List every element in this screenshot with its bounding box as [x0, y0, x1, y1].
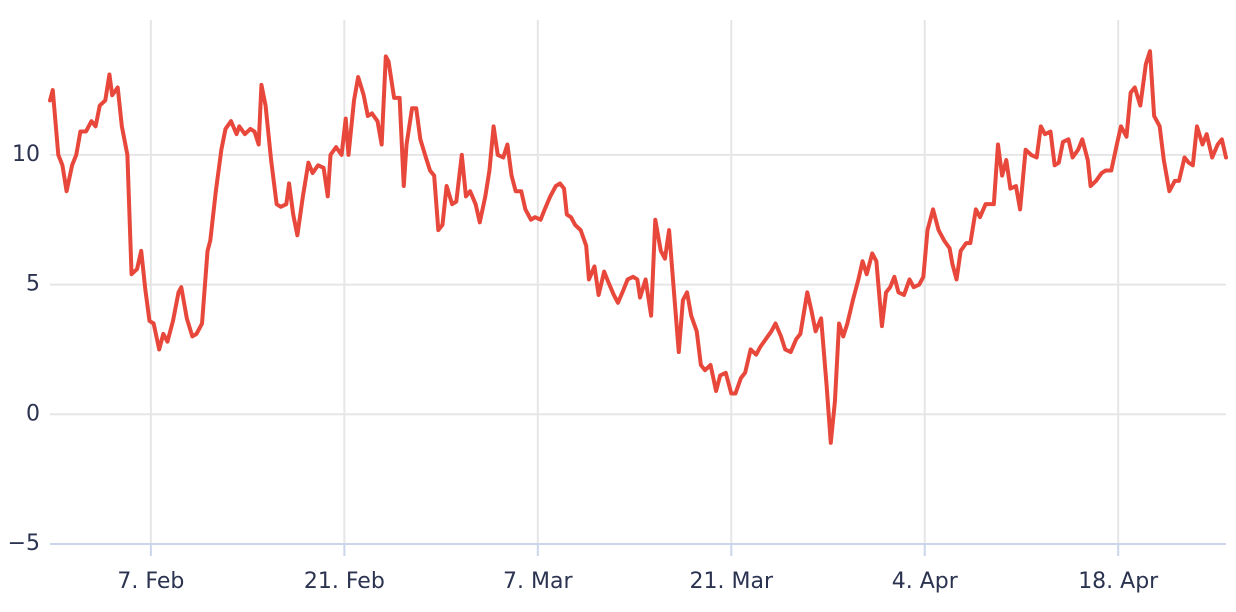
x-tick-label: 21. Feb — [304, 569, 385, 594]
y-tick-label: 10 — [12, 142, 40, 167]
y-tick-label: 0 — [26, 401, 40, 426]
line-series — [48, 49, 1228, 445]
y-tick-label: 5 — [26, 272, 40, 297]
x-tick-label: 18. Apr — [1078, 569, 1159, 594]
x-tick-label: 4. Apr — [892, 569, 959, 594]
x-tick-label: 7. Mar — [503, 569, 573, 594]
x-tick-label: 21. Mar — [690, 569, 774, 594]
y-tick-label: −5 — [8, 531, 40, 556]
x-tick-label: 7. Feb — [117, 569, 184, 594]
